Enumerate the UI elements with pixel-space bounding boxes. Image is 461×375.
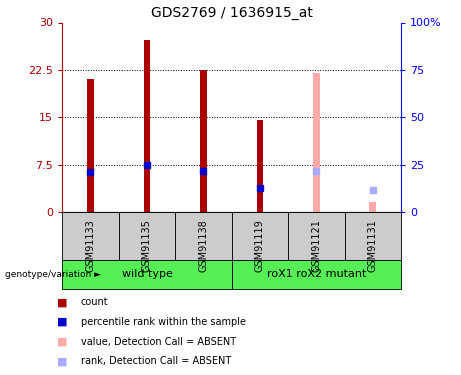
Text: ■: ■	[57, 337, 67, 347]
Bar	[143, 39, 150, 212]
Text: ■: ■	[57, 317, 67, 327]
Text: ■: ■	[57, 356, 67, 366]
Text: GSM91135: GSM91135	[142, 219, 152, 272]
Bar	[369, 202, 376, 212]
Text: GSM91119: GSM91119	[255, 219, 265, 272]
Text: value, Detection Call = ABSENT: value, Detection Call = ABSENT	[81, 337, 236, 347]
Bar	[62, 212, 118, 260]
Bar	[231, 212, 288, 260]
Text: GSM91131: GSM91131	[368, 219, 378, 272]
Text: GSM91121: GSM91121	[311, 219, 321, 272]
Bar	[200, 70, 207, 212]
Bar	[344, 212, 401, 260]
Text: percentile rank within the sample: percentile rank within the sample	[81, 317, 246, 327]
Text: count: count	[81, 297, 108, 307]
Bar	[313, 73, 320, 212]
Bar	[62, 260, 231, 289]
Text: wild type: wild type	[122, 269, 172, 279]
Text: GSM91133: GSM91133	[85, 219, 95, 272]
Bar	[118, 212, 175, 260]
Bar	[231, 260, 401, 289]
Text: roX1 roX2 mutant: roX1 roX2 mutant	[266, 269, 366, 279]
Text: GSM91138: GSM91138	[198, 219, 208, 272]
Bar	[256, 120, 263, 212]
Text: genotype/variation ►: genotype/variation ►	[5, 270, 100, 279]
Bar	[175, 212, 231, 260]
Text: rank, Detection Call = ABSENT: rank, Detection Call = ABSENT	[81, 356, 231, 366]
Bar	[87, 80, 94, 212]
Bar	[288, 212, 344, 260]
Title: GDS2769 / 1636915_at: GDS2769 / 1636915_at	[151, 6, 313, 20]
Text: ■: ■	[57, 297, 67, 307]
